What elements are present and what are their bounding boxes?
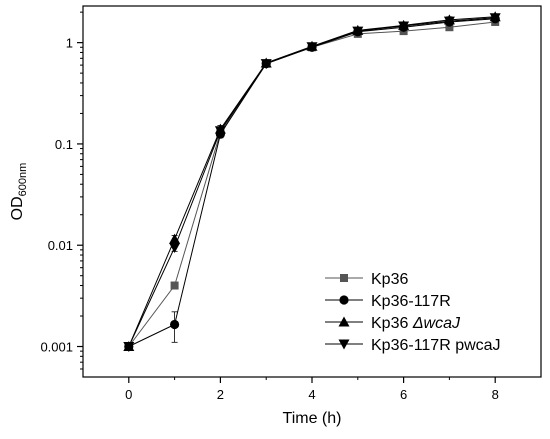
legend-label-text: Kp36	[371, 271, 408, 288]
data-point	[170, 319, 180, 330]
y-tick-label: 0.1	[55, 137, 73, 152]
data-point	[443, 16, 455, 27]
data-point	[123, 342, 135, 353]
legend-label-text: Kp36-117R	[371, 293, 451, 310]
data-point	[352, 26, 364, 37]
data-point	[398, 21, 410, 32]
x-tick-label: 2	[217, 387, 224, 402]
y-tick-label: 0.01	[48, 238, 73, 253]
legend-entry-2: Kp36-117R	[325, 293, 451, 310]
data-point	[489, 13, 501, 24]
series-4	[123, 13, 501, 353]
legend-marker	[339, 295, 349, 305]
legend-entry-4: Kp36-117R pwcaJ	[325, 337, 501, 354]
y-axis-title-main: OD	[9, 196, 26, 220]
legend-label-text: Kp36	[371, 315, 413, 332]
y-axis-title-subscript: 600nm	[17, 163, 29, 197]
x-tick-label: 0	[125, 387, 132, 402]
data-point	[170, 281, 179, 290]
legend-label: Kp36 ΔwcaJ	[371, 315, 461, 332]
y-tick-label: 1	[66, 36, 73, 51]
x-tick-label: 6	[400, 387, 407, 402]
y-axis-title: OD600nm	[9, 163, 29, 221]
x-tick-label: 8	[492, 387, 499, 402]
legend-marker	[338, 316, 350, 327]
legend-entry-1: Kp36	[325, 271, 408, 288]
legend-entry-3: Kp36 ΔwcaJ	[325, 315, 461, 332]
y-tick-label: 0.001	[40, 340, 73, 355]
series-layer	[123, 11, 501, 353]
data-point	[306, 42, 318, 53]
legend-label: Kp36	[371, 271, 408, 288]
legend-marker	[338, 339, 350, 350]
data-point	[169, 242, 181, 253]
x-axis: 0 2 4 6 8	[125, 377, 499, 402]
y-axis: 0.001 0.01 0.1 1	[40, 11, 83, 370]
legend: Kp36 Kp36-117R Kp36 ΔwcaJ Kp36-117R pwcaJ	[325, 271, 501, 354]
data-point	[445, 23, 454, 32]
x-axis-title: Time (h)	[283, 410, 342, 427]
x-tick-label: 4	[308, 387, 315, 402]
legend-label: Kp36-117R	[371, 293, 451, 310]
legend-label: Kp36-117R pwcaJ	[371, 337, 501, 354]
data-point	[260, 59, 272, 70]
legend-label-italic: ΔwcaJ	[412, 315, 461, 332]
data-point	[214, 126, 226, 137]
legend-marker	[340, 274, 348, 282]
legend-label-text: Kp36-117R pwcaJ	[371, 337, 501, 354]
